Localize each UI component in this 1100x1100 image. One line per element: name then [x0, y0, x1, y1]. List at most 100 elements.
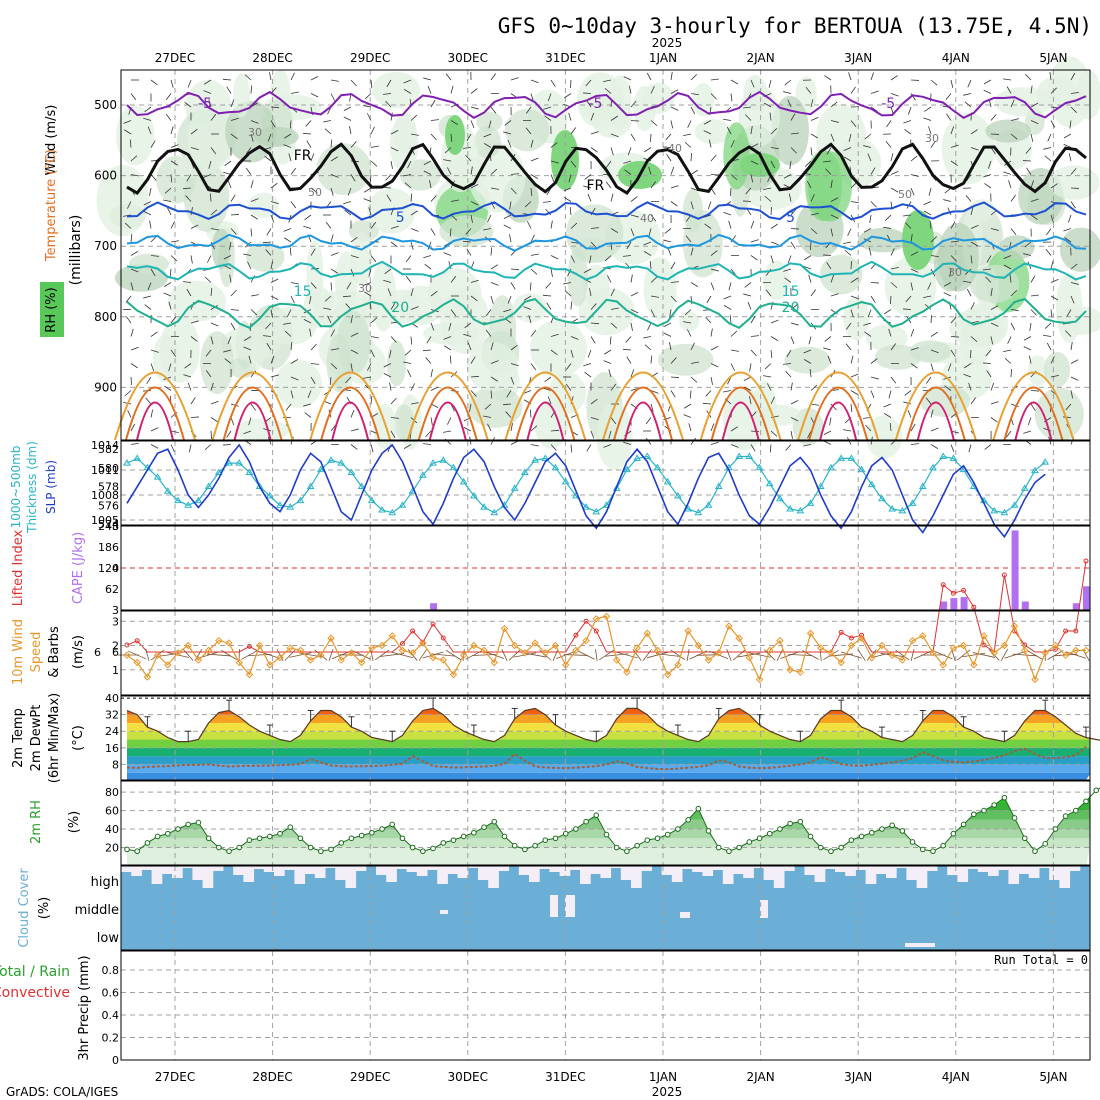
wind-barb	[243, 253, 252, 256]
wind-speed-point	[429, 653, 437, 662]
rh-point	[613, 844, 620, 851]
wind-barb	[430, 369, 433, 378]
wind-barb	[670, 89, 679, 94]
rh-point	[879, 826, 885, 832]
wind-speed-point	[857, 634, 866, 642]
date-label-bottom: 31DEC	[545, 1070, 585, 1084]
wind-barb	[923, 295, 932, 299]
rh-point	[828, 848, 834, 855]
wind-barb	[790, 322, 799, 326]
cloud-high-gap	[1049, 866, 1060, 880]
wind-barb	[890, 343, 897, 351]
cloud-high-gap	[325, 866, 336, 868]
wind-barb	[810, 289, 817, 297]
surface-isotherm	[602, 371, 684, 441]
thickness-point	[582, 503, 590, 510]
cloud-high-gap	[682, 866, 693, 869]
wind-barb	[307, 390, 312, 399]
wind-barb	[1030, 102, 1039, 108]
rh-shade	[473, 125, 502, 159]
rh-point	[909, 839, 916, 845]
lifted-index-point	[1063, 628, 1069, 634]
wind-barb	[163, 199, 172, 202]
wind-barb	[530, 93, 534, 102]
wind-barb	[270, 295, 279, 300]
temp-band	[127, 731, 1090, 740]
cloud-high-gap	[488, 866, 499, 888]
date-label-top: 5JAN	[1039, 51, 1067, 65]
wind-barb	[370, 160, 378, 167]
wind-barb	[863, 322, 872, 326]
wind-barb	[810, 384, 818, 391]
rh-shade	[476, 111, 503, 132]
wind-barb	[330, 234, 334, 243]
cloud-high-gap	[702, 866, 714, 876]
wind-speed-point	[694, 641, 703, 650]
wind-barb	[370, 221, 377, 229]
wind-barb	[889, 423, 892, 432]
wind-barb	[910, 187, 915, 196]
wind-barb	[150, 409, 154, 418]
wind-barb	[530, 253, 539, 256]
thickness-point	[878, 494, 886, 502]
pressure-tick: 800	[94, 310, 117, 324]
wind-barb	[810, 212, 819, 216]
wind-barb	[963, 93, 972, 96]
wind-barb	[1043, 334, 1052, 337]
wind-barb	[270, 214, 275, 223]
wind-barb	[250, 214, 258, 220]
thickness-point	[990, 506, 999, 514]
precip-frame	[120, 950, 1091, 1061]
date-label-bottom: 28DEC	[252, 1070, 292, 1084]
rh-band	[127, 838, 1090, 848]
surface-isotherm	[136, 401, 174, 441]
wind-barb	[950, 126, 954, 135]
wind-barb	[510, 173, 519, 175]
wind-barb	[224, 160, 232, 167]
cape-tick: 186	[98, 541, 119, 554]
wind-barb	[550, 333, 559, 337]
wind-barb	[170, 126, 174, 135]
wind-barb	[187, 79, 192, 88]
wind-barb	[310, 93, 319, 98]
wind-barb	[590, 398, 598, 405]
thickness-point	[888, 505, 897, 512]
wind-barb	[770, 430, 778, 437]
lifted-index-point	[940, 582, 946, 588]
wind-barb	[850, 295, 859, 300]
wind-barb	[650, 355, 653, 364]
wind-barb	[723, 390, 732, 393]
wind-barb	[764, 363, 772, 370]
surface-isotherm	[699, 371, 782, 441]
cloud-level-low: low	[97, 931, 120, 946]
li-tick: 6	[94, 646, 101, 659]
wind-barb	[529, 282, 532, 291]
wind-barb	[890, 248, 895, 256]
wind-barb	[303, 319, 312, 324]
wind-barb	[702, 402, 712, 405]
thickness-point	[174, 496, 182, 504]
wind-barb	[586, 100, 592, 108]
wind-barb	[610, 115, 618, 121]
wind-barb	[830, 133, 835, 142]
wind-barb	[963, 373, 972, 378]
wind-barb	[490, 73, 497, 81]
thickness-point	[816, 482, 825, 489]
wind-barb	[689, 390, 692, 399]
wind10-panel: 123	[112, 610, 1091, 696]
cloud-high-gap	[865, 866, 877, 884]
wind-barb	[230, 417, 235, 426]
wind-barb	[850, 390, 859, 395]
wind-barb	[690, 93, 699, 96]
wind-barb	[769, 444, 772, 453]
wind-barb	[525, 127, 532, 135]
wind-barb	[863, 228, 872, 233]
wind-barb	[590, 417, 599, 421]
wind-barb	[610, 417, 617, 425]
wind-barb	[223, 349, 232, 353]
run-total-text: Run Total = 0	[994, 953, 1088, 967]
cloud-high-gap	[304, 866, 316, 874]
temp-band	[127, 739, 1090, 748]
rh-point	[297, 835, 304, 842]
isotherm-minus5	[126, 90, 1087, 119]
